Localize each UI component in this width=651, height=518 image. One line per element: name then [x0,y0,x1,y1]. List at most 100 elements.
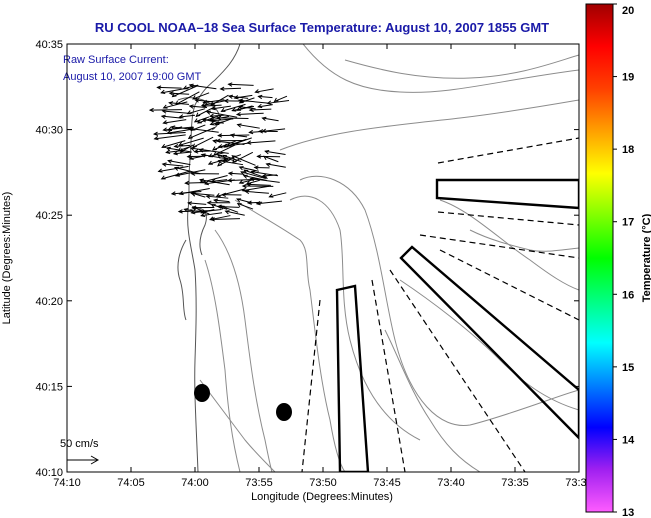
current-arrow [162,110,190,114]
current-arrow-head [206,200,212,205]
current-arrow [211,105,231,110]
current-arrow [171,190,202,195]
current-arrow-head [231,107,237,112]
current-arrow-head [242,174,248,179]
colorbar-tick-label: 15 [622,362,634,374]
current-arrow-head [244,189,250,195]
current-arrow [210,114,225,117]
current-arrow [263,155,279,163]
current-arrow-head [190,171,196,176]
current-arrow [161,170,191,180]
current-arrow [218,134,250,137]
current-arrow [262,174,278,177]
current-arrow [208,158,227,165]
x-tick-label: 73:50 [309,477,337,489]
station-marker [276,403,292,421]
colorbar-tick-label: 19 [622,72,634,84]
current-arrow-head [156,85,162,90]
current-arrow [211,204,228,210]
current-arrow-head [148,107,154,113]
current-arrow [188,202,207,205]
current-arrow-head [231,158,237,164]
scale-label: 50 cm/s [60,438,99,450]
transect-line [439,249,579,321]
current-arrow-head [187,134,193,140]
current-arrow-head [190,126,196,131]
current-arrow-head [152,131,159,136]
current-arrow-head [222,157,228,162]
y-tick-label: 40:30 [35,125,63,137]
current-arrow [203,99,225,104]
region-outline [335,284,370,472]
current-arrow [172,84,199,98]
colorbar-tick-label: 18 [622,144,634,156]
current-arrow-head [210,178,216,183]
region-outline [399,245,579,440]
bathymetry-contour [399,279,579,411]
current-arrow [188,127,215,139]
station-marker [194,384,210,402]
current-arrow-head [227,171,233,176]
x-tick-label: 73:55 [245,477,273,489]
current-arrow-head [246,140,252,145]
current-arrow [236,198,253,204]
current-arrow-head [187,201,193,206]
current-arrow-head [254,89,260,94]
current-arrow-head [162,127,168,132]
current-arrow [246,179,260,185]
bathymetry-contour [439,199,579,291]
current-arrow [166,147,191,153]
current-arrow-head [227,82,233,87]
colorbar: 13 14 15 16 17 18 19 20 Temperature (°C) [585,3,651,518]
figure-title: RU COOL NOAA–18 Sea Surface Temperature:… [95,20,549,35]
current-arrow-head [200,212,206,218]
current-arrow [236,105,253,111]
current-arrow-head [192,95,198,100]
current-arrow-head [221,192,227,197]
bathymetry-contour [302,44,579,93]
plot-frame [66,43,580,473]
current-arrow [256,200,283,205]
current-arrow [237,124,260,129]
current-arrow-head [245,180,251,185]
current-arrow-head [208,113,215,119]
surface-current-arrows [148,82,290,222]
transect-line [437,137,579,164]
current-arrow-head [237,105,244,110]
y-tick-label: 40:20 [35,296,63,308]
current-arrow-head [205,110,211,115]
current-arrow [192,136,214,148]
current-arrow-head [171,92,177,98]
current-arrow [162,163,184,167]
current-arrow-head [212,139,218,144]
current-arrow [214,199,230,203]
bathymetry-contour [214,229,273,472]
x-tick-label: 74:05 [117,477,145,489]
current-arrow [211,218,240,221]
current-arrow-head [261,173,267,178]
current-arrow-head [256,154,262,159]
current-arrow-head [246,200,252,205]
current-arrow [174,167,201,175]
current-arrow-head [157,168,163,173]
colorbar-tick-label: 13 [622,507,634,518]
current-arrow-head [161,162,167,167]
y-tick-label: 40:15 [35,381,63,393]
current-arrow [249,108,272,111]
transect-line [301,299,321,472]
bathymetry-contour [289,195,421,441]
current-arrow-head [238,166,244,171]
current-arrow-head [168,91,174,96]
current-arrow-head [268,193,274,198]
current-arrow [173,151,192,155]
current-arrow [179,114,196,118]
current-arrow-head [240,171,246,176]
current-arrow [228,95,249,99]
map-area [67,44,579,472]
current-arrow [222,154,242,163]
current-arrow [267,99,290,104]
x-tick-label: 74:10 [53,477,81,489]
transect-line [437,211,579,226]
current-arrow [274,95,288,102]
current-arrow [262,117,279,122]
